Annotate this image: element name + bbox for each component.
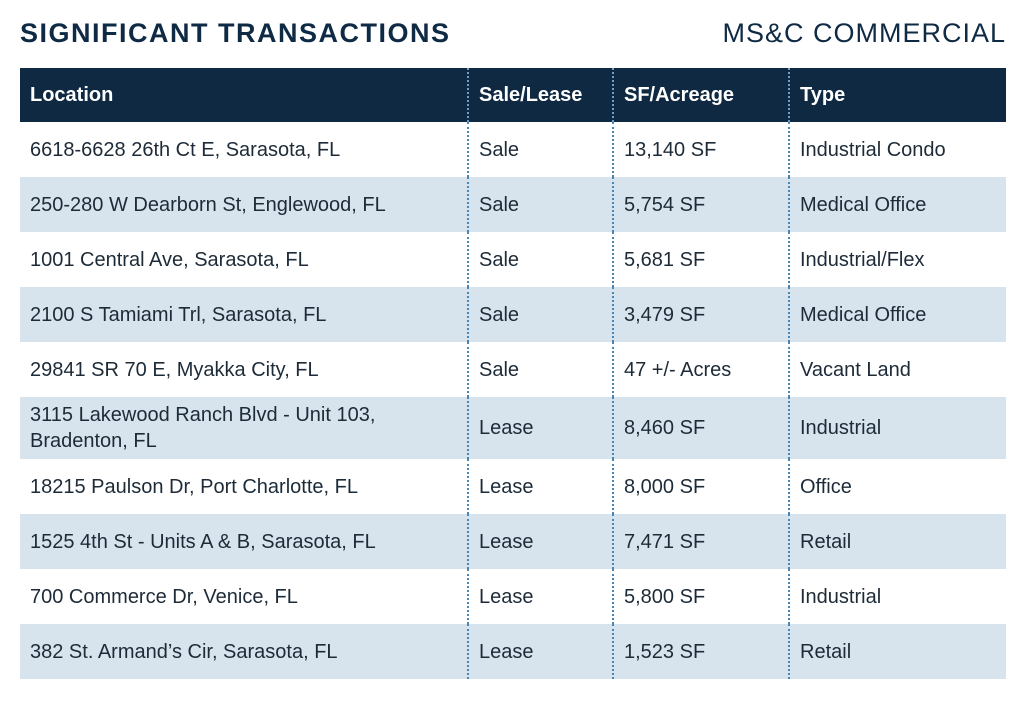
column-header-sale-lease: Sale/Lease xyxy=(467,68,612,122)
type-cell: Retail xyxy=(788,514,1006,569)
sale-lease-cell: Sale xyxy=(467,177,612,232)
table-row: 3115 Lakewood Ranch Blvd - Unit 103, Bra… xyxy=(20,397,1006,459)
column-header-location: Location xyxy=(30,84,114,106)
location-cell: 3115 Lakewood Ranch Blvd - Unit 103, Bra… xyxy=(30,404,376,452)
sale-lease-cell: Sale xyxy=(467,122,612,177)
type-cell: Industrial xyxy=(788,569,1006,624)
sf-acreage-cell: 3,479 SF xyxy=(612,287,788,342)
type-cell: Medical Office xyxy=(788,177,1006,232)
type-cell: Industrial xyxy=(788,397,1006,459)
table-row: 250-280 W Dearborn St, Englewood, FL Sal… xyxy=(20,177,1006,232)
type-cell: Office xyxy=(788,459,1006,514)
sf-acreage-cell: 5,681 SF xyxy=(612,232,788,287)
sf-acreage-cell: 7,471 SF xyxy=(612,514,788,569)
page-header: SIGNIFICANT TRANSACTIONS MS&C COMMERCIAL xyxy=(0,0,1024,68)
table-row: 29841 SR 70 E, Myakka City, FL Sale 47 +… xyxy=(20,342,1006,397)
sale-lease-cell: Sale xyxy=(467,232,612,287)
column-header-sf-acreage: SF/Acreage xyxy=(612,68,788,122)
sf-acreage-cell: 8,460 SF xyxy=(612,397,788,459)
sale-lease-cell: Lease xyxy=(467,459,612,514)
sale-lease-cell: Lease xyxy=(467,624,612,679)
type-cell: Retail xyxy=(788,624,1006,679)
location-cell: 382 St. Armand’s Cir, Sarasota, FL xyxy=(30,640,338,663)
location-cell: 250-280 W Dearborn St, Englewood, FL xyxy=(30,193,386,216)
sf-acreage-cell: 1,523 SF xyxy=(612,624,788,679)
sale-lease-cell: Lease xyxy=(467,514,612,569)
sale-lease-cell: Sale xyxy=(467,342,612,397)
sf-acreage-cell: 47 +/- Acres xyxy=(612,342,788,397)
location-cell: 1001 Central Ave, Sarasota, FL xyxy=(30,248,309,271)
table-row: 18215 Paulson Dr, Port Charlotte, FL Lea… xyxy=(20,459,1006,514)
location-cell: 6618-6628 26th Ct E, Sarasota, FL xyxy=(30,138,341,161)
location-cell: 1525 4th St - Units A & B, Sarasota, FL xyxy=(30,530,376,553)
location-cell: 700 Commerce Dr, Venice, FL xyxy=(30,585,298,608)
sf-acreage-cell: 8,000 SF xyxy=(612,459,788,514)
transactions-table: Location Sale/Lease SF/Acreage Type 6618… xyxy=(20,68,1006,679)
table-row: 2100 S Tamiami Trl, Sarasota, FL Sale 3,… xyxy=(20,287,1006,342)
table-row: 1001 Central Ave, Sarasota, FL Sale 5,68… xyxy=(20,232,1006,287)
page-title: SIGNIFICANT TRANSACTIONS xyxy=(20,18,451,48)
sf-acreage-cell: 5,754 SF xyxy=(612,177,788,232)
type-cell: Vacant Land xyxy=(788,342,1006,397)
sale-lease-cell: Lease xyxy=(467,569,612,624)
table-row: 382 St. Armand’s Cir, Sarasota, FL Lease… xyxy=(20,624,1006,679)
location-cell: 18215 Paulson Dr, Port Charlotte, FL xyxy=(30,475,358,498)
table-row: 700 Commerce Dr, Venice, FL Lease 5,800 … xyxy=(20,569,1006,624)
table-row: 6618-6628 26th Ct E, Sarasota, FL Sale 1… xyxy=(20,122,1006,177)
table-row: 1525 4th St - Units A & B, Sarasota, FL … xyxy=(20,514,1006,569)
column-header-type: Type xyxy=(788,68,1006,122)
type-cell: Industrial Condo xyxy=(788,122,1006,177)
brand-name: MS&C COMMERCIAL xyxy=(722,18,1006,48)
sf-acreage-cell: 5,800 SF xyxy=(612,569,788,624)
sale-lease-cell: Sale xyxy=(467,287,612,342)
sale-lease-cell: Lease xyxy=(467,397,612,459)
table-header-row: Location Sale/Lease SF/Acreage Type xyxy=(20,68,1006,122)
type-cell: Industrial/Flex xyxy=(788,232,1006,287)
location-cell: 2100 S Tamiami Trl, Sarasota, FL xyxy=(30,303,327,326)
type-cell: Medical Office xyxy=(788,287,1006,342)
location-cell: 29841 SR 70 E, Myakka City, FL xyxy=(30,358,319,381)
sf-acreage-cell: 13,140 SF xyxy=(612,122,788,177)
